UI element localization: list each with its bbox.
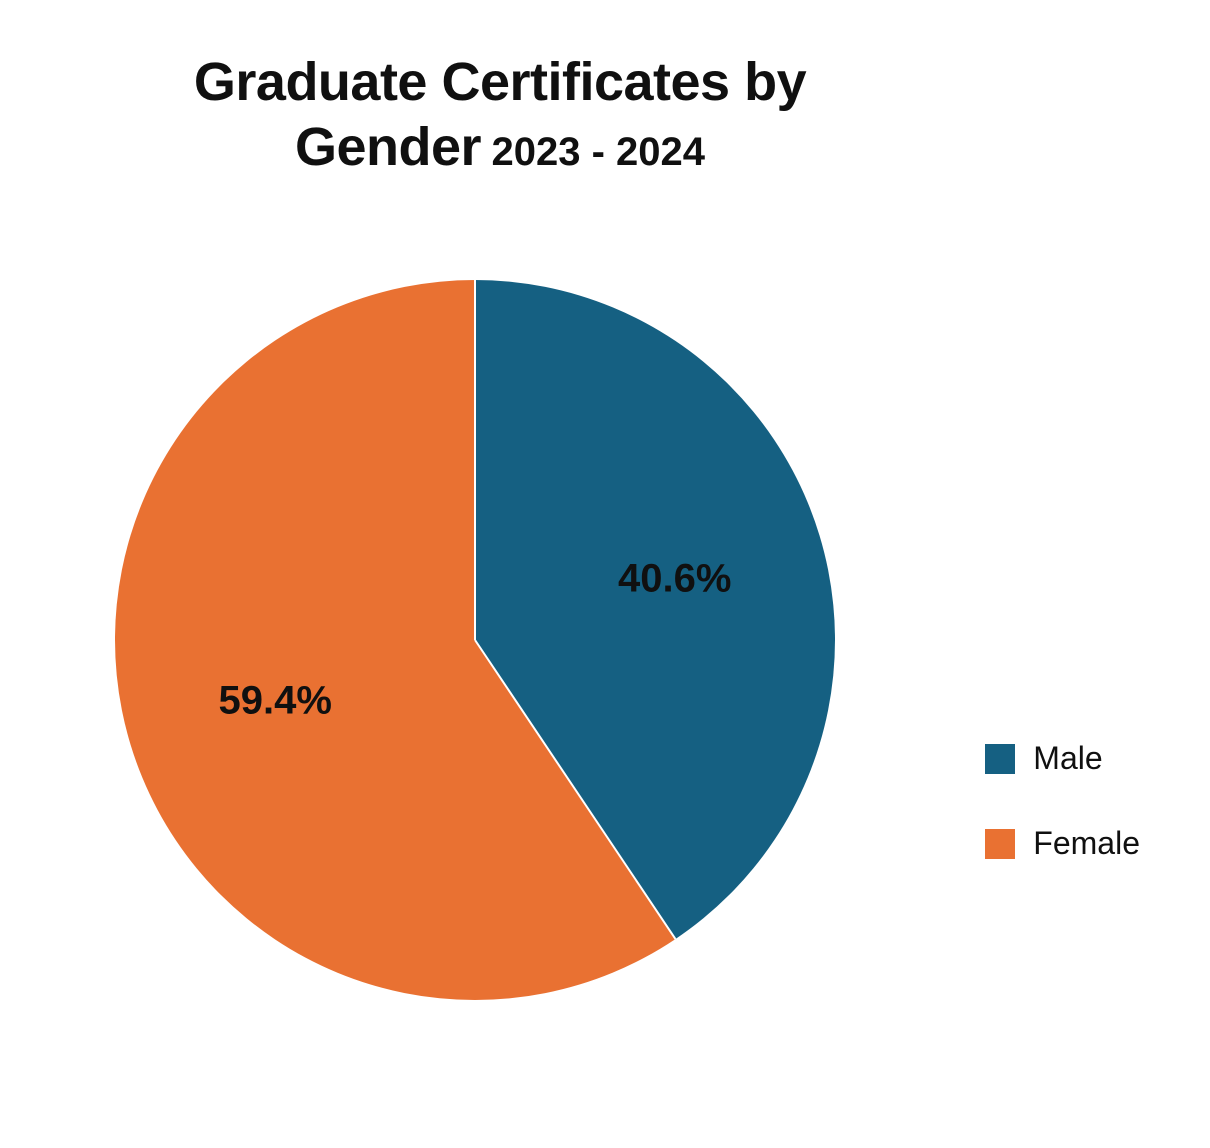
chart-title: Graduate Certificates by Gender 2023 - 2…: [0, 50, 1000, 180]
legend-swatch-female: [985, 829, 1015, 859]
legend-item-male: Male: [985, 740, 1140, 777]
chart-canvas: Graduate Certificates by Gender 2023 - 2…: [0, 0, 1210, 1148]
legend-item-female: Female: [985, 825, 1140, 862]
pie-body: [115, 280, 835, 1000]
chart-title-line2: Gender: [295, 117, 481, 177]
legend: Male Female: [985, 740, 1140, 910]
legend-swatch-male: [985, 744, 1015, 774]
slice-label-female: 59.4%: [219, 678, 332, 723]
legend-label-male: Male: [1033, 740, 1102, 777]
slice-label-male: 40.6%: [618, 557, 731, 602]
chart-title-year: 2023 - 2024: [492, 130, 706, 174]
legend-label-female: Female: [1033, 825, 1140, 862]
pie-chart: 40.6% 59.4%: [115, 280, 835, 1000]
chart-title-line1: Graduate Certificates by: [0, 50, 1000, 115]
